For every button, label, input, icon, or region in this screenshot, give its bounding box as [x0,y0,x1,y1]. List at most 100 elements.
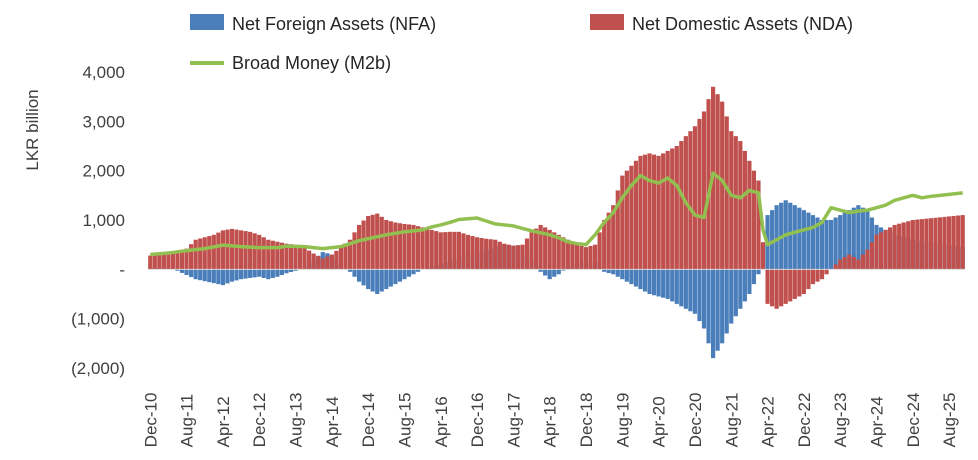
nda-bar [915,219,920,270]
nfa-bar [860,207,865,270]
nda-bar [470,236,475,270]
nda-bar [851,257,856,270]
nda-bar [824,269,829,275]
x-tick-label: Apr-18 [541,396,560,447]
nda-bar [670,148,675,270]
nfa-bar [179,269,185,273]
nda-bar [329,254,334,270]
nda-bar [538,224,543,270]
nfa-bar [806,212,811,270]
nda-bar [420,227,425,270]
nfa-bar [679,269,684,307]
nda-bar [547,229,552,270]
nda-bar [461,233,466,270]
nda-bar [484,238,489,270]
nda-bar [170,251,176,270]
nda-bar [311,253,316,270]
nda-bar [583,247,589,270]
nda-bar [202,237,207,270]
nda-bar [198,238,203,270]
nda-bar [919,219,924,270]
nda-bar [515,245,521,270]
nda-bar [865,249,870,270]
nfa-bar [620,269,625,280]
nda-bar [760,242,766,270]
nda-bar [597,232,602,270]
nda-bar [529,232,534,270]
nfa-bar [220,269,225,286]
nfa-bar [692,269,698,314]
x-tick-label: Aug-25 [940,393,959,448]
nfa-bar [633,269,639,287]
nda-bar [928,218,934,270]
nda-bar [688,131,693,270]
y-tick-label: - [119,260,125,279]
nda-bar [465,234,471,270]
nfa-bar [770,210,775,270]
y-axis-ticks: 4,000 3,000 2,000 1,000 - (1,000) (2,000) [71,63,125,378]
nfa-bar [547,269,552,280]
nfa-bar [747,269,752,294]
y-axis-title: LKR billion [23,89,42,170]
nfa-bar [838,215,843,270]
nfa-bar [665,269,670,299]
nda-bar [733,136,738,270]
nfa-bar [370,269,375,292]
nfa-bar [611,269,616,275]
nda-bar [729,131,734,270]
x-tick-label: Apr-24 [867,396,886,447]
nda-bar [856,259,861,270]
x-tick-label: Dec-10 [141,393,160,448]
nfa-bar [642,269,648,292]
nda-bar [579,245,584,270]
nda-bar [284,243,289,270]
nfa-bar [261,269,266,278]
nda-bar [343,243,348,270]
nfa-bar [184,269,189,275]
nda-bar [570,242,575,270]
nda-bar [606,212,611,270]
nda-bar [325,256,330,270]
nfa-bar [706,269,711,344]
nfa-bar [674,269,679,304]
nda-bar [220,230,225,270]
legend-swatch-nda [590,14,624,30]
y-tick-label: 2,000 [82,162,125,181]
nfa-bar [720,269,725,344]
nfa-bar [234,269,239,281]
nda-bar [411,224,416,270]
nda-bar [452,231,457,270]
nda-bar [193,239,198,270]
nda-bar [697,118,702,270]
nda-bar [783,269,788,304]
nfa-bar [279,269,284,275]
nfa-bar [193,269,198,280]
x-tick-label: Dec-18 [577,393,596,448]
nda-bar [533,228,539,270]
x-tick-label: Aug-15 [395,393,414,448]
nda-bar [415,226,421,270]
y-tick-label: 1,000 [82,211,125,230]
nda-bar [497,241,502,270]
nda-bar [647,153,652,270]
nfa-bar [851,207,856,270]
nda-bar [175,250,180,270]
nda-bar [393,222,398,270]
legend-label-nda: Net Domestic Assets (NDA) [632,14,853,34]
nfa-bar [824,220,829,270]
x-tick-label: Apr-12 [214,396,233,447]
nfa-bar [724,269,729,334]
nda-bar [447,231,452,270]
nfa-bar [638,269,643,290]
nda-bar [252,233,257,270]
x-tick-label: Aug-23 [831,393,850,448]
nda-bar [833,264,838,270]
nfa-bar [356,269,362,282]
nda-bar [779,269,784,307]
nfa-bar [792,205,797,270]
x-tick-label: Aug-13 [287,393,306,448]
nda-bar [656,155,661,270]
nfa-bar [543,269,548,276]
nda-bar [207,236,212,270]
nda-bar [942,216,947,270]
